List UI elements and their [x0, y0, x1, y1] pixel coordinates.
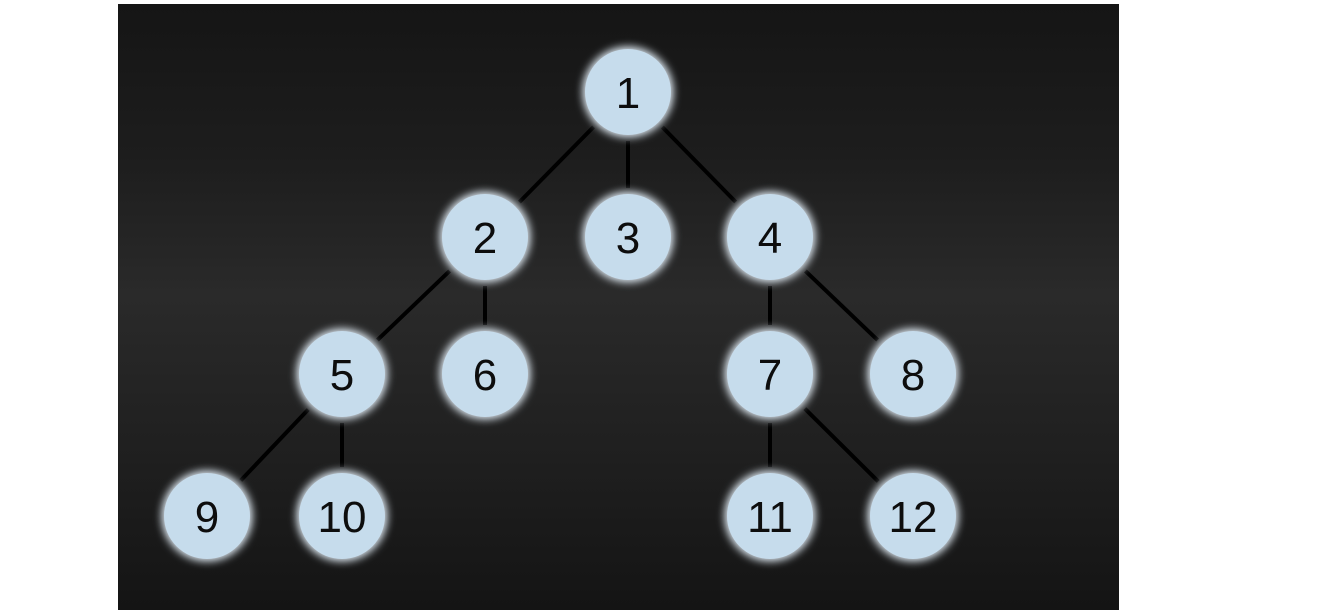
node-label-6: 6: [473, 351, 497, 400]
node-circle-6: [442, 331, 528, 417]
edge-4-8: [803, 269, 880, 342]
node-label-4: 4: [758, 214, 782, 263]
node-circle-5: [299, 331, 385, 417]
node-circle-1: [585, 49, 671, 135]
tree-node-8: 8: [870, 331, 956, 417]
tree-node-7: 7: [727, 331, 813, 417]
edge-7-12: [803, 407, 880, 483]
tree-node-2: 2: [442, 194, 528, 280]
node-label-2: 2: [473, 214, 497, 263]
node-circle-4: [727, 194, 813, 280]
node-circle-12: [870, 473, 956, 559]
tree-node-5: 5: [299, 331, 385, 417]
node-circle-2: [442, 194, 528, 280]
node-label-7: 7: [758, 351, 782, 400]
node-label-5: 5: [330, 351, 354, 400]
node-circle-3: [585, 194, 671, 280]
edge-1-2: [517, 125, 596, 204]
tree-node-10: 10: [299, 473, 385, 559]
node-circle-7: [727, 331, 813, 417]
tree-node-6: 6: [442, 331, 528, 417]
tree-node-11: 11: [727, 473, 813, 559]
node-circle-10: [299, 473, 385, 559]
edge-5-9: [239, 408, 310, 482]
node-label-11: 11: [747, 493, 793, 542]
tree-node-9: 9: [164, 473, 250, 559]
edge-layer: [239, 125, 880, 483]
edge-2-5: [375, 269, 452, 342]
tree-node-3: 3: [585, 194, 671, 280]
tree-node-1: 1: [585, 49, 671, 135]
node-label-3: 3: [616, 214, 640, 263]
node-label-8: 8: [901, 351, 925, 400]
edge-1-4: [660, 125, 738, 204]
node-layer: 12 3 45 6 7 89 10 11 12: [164, 49, 956, 559]
tree-node-12: 12: [870, 473, 956, 559]
tree-node-4: 4: [727, 194, 813, 280]
node-label-1: 1: [616, 69, 640, 118]
node-label-12: 12: [889, 493, 938, 542]
node-circle-8: [870, 331, 956, 417]
node-circle-9: [164, 473, 250, 559]
node-label-9: 9: [195, 493, 219, 542]
node-label-10: 10: [318, 493, 367, 542]
node-circle-11: [727, 473, 813, 559]
